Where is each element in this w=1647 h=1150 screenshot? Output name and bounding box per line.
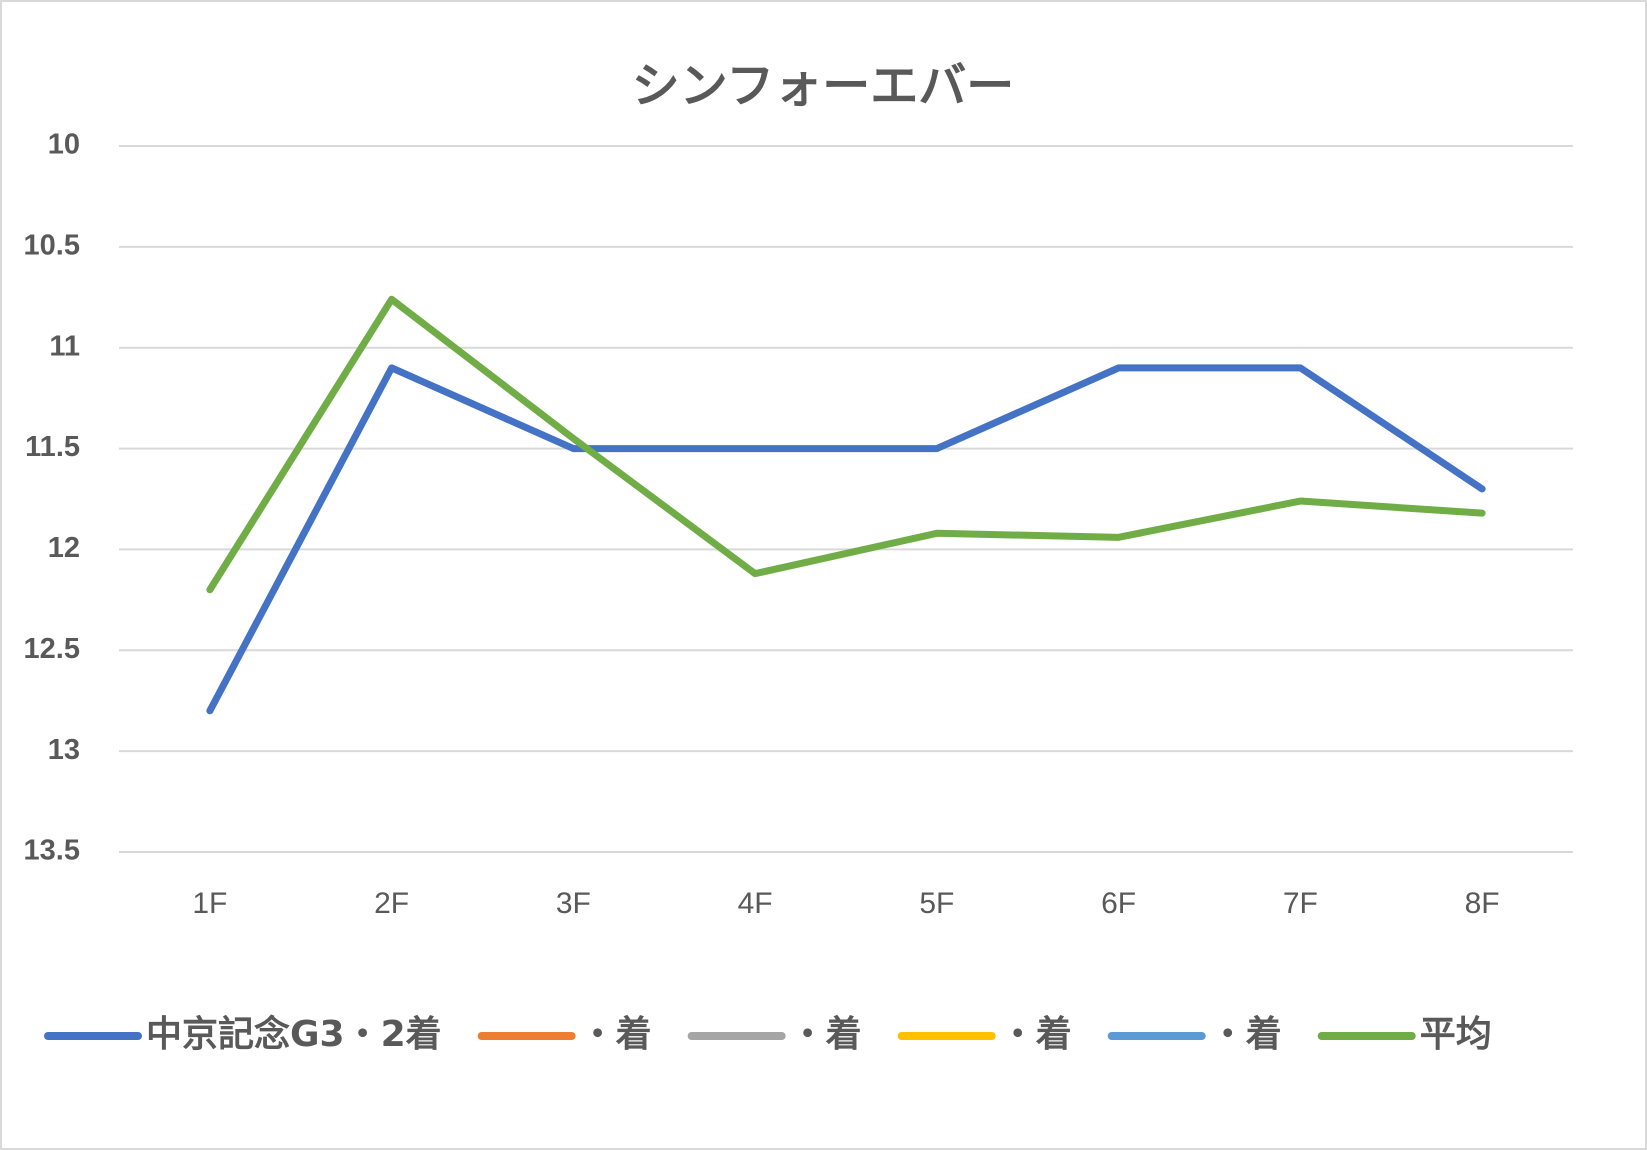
- x-tick-label: 4F: [738, 887, 773, 920]
- y-tick-label: 13: [48, 734, 80, 766]
- y-tick-label: 12.5: [24, 633, 80, 665]
- y-tick-label: 10: [48, 129, 80, 161]
- legend-label: ・着: [580, 1014, 652, 1055]
- series-line: [206, 364, 1486, 715]
- x-tick-label: 6F: [1101, 887, 1136, 920]
- y-tick-label: 12: [48, 532, 80, 564]
- x-tick-label: 3F: [556, 887, 591, 920]
- y-tick-label: 11: [49, 330, 80, 362]
- x-tick-label: 1F: [192, 887, 227, 920]
- series-line: [206, 295, 1486, 594]
- legend-label: 平均: [1420, 1014, 1492, 1055]
- chart-title: シンフォーエバー: [632, 58, 1015, 114]
- legend-label: ・着: [790, 1014, 862, 1055]
- legend-label: 中京記念G3・2着: [146, 1013, 442, 1055]
- legend-label: ・着: [1210, 1014, 1282, 1055]
- legend-label: ・着: [1000, 1014, 1072, 1055]
- x-tick-label: 2F: [374, 887, 409, 920]
- x-tick-label: 8F: [1465, 887, 1500, 920]
- x-tick-label: 7F: [1283, 887, 1318, 920]
- y-tick-label: 11.5: [25, 431, 80, 463]
- y-tick-label: 10.5: [24, 230, 80, 262]
- x-tick-label: 5F: [919, 887, 954, 920]
- y-tick-label: 13.5: [24, 835, 80, 867]
